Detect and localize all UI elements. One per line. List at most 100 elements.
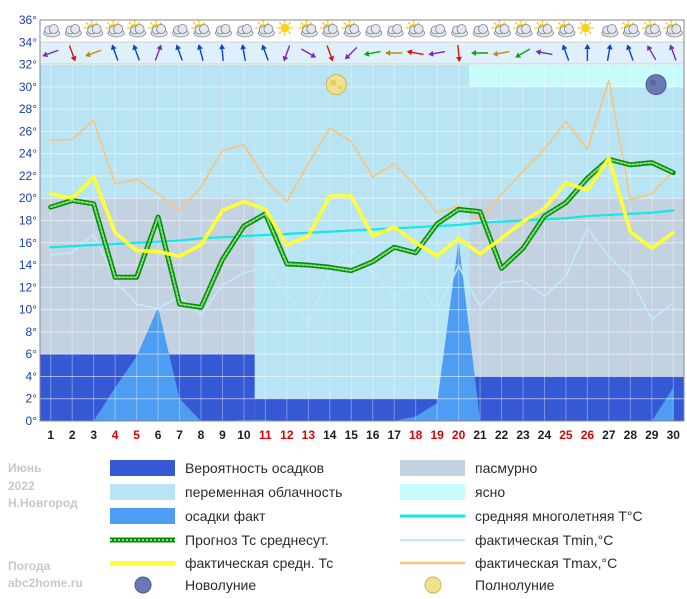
y-tick-label: 12° (19, 280, 37, 294)
x-tick-label: 12 (280, 428, 294, 442)
wind-arrow-icon (626, 44, 634, 61)
new-moon-icon (134, 576, 152, 594)
wind-arrow-icon (219, 44, 226, 62)
wind-arrow-icon (132, 44, 140, 61)
legend-label: осадки факт (185, 508, 266, 524)
wind-head (385, 49, 391, 56)
x-tick-label: 4 (112, 428, 119, 442)
wind-head (175, 44, 181, 51)
sun-cloud-icon (405, 20, 426, 38)
series-tmax (49, 79, 675, 221)
cloudy-icon (64, 24, 82, 38)
moon-markers (325, 74, 667, 96)
legend-label: Новолуние (185, 577, 256, 593)
wind-arrow-icon (515, 48, 531, 58)
sun-ray (85, 21, 89, 25)
wind-arrow-icon (669, 44, 677, 61)
legend-swatch (400, 484, 465, 500)
sun-cloud-icon (641, 20, 662, 38)
sun-ray (330, 21, 334, 25)
series-climate-mean (49, 209, 675, 249)
wind-arrow-icon (471, 50, 489, 57)
cloud-puff (370, 24, 381, 34)
y-tick-label: 0° (26, 414, 38, 428)
sun-icon (276, 20, 293, 36)
wind-head (647, 45, 653, 52)
cloud-puff (306, 24, 317, 34)
sun-ray (94, 21, 98, 25)
wind-arrow-icon (584, 44, 591, 61)
x-tick-label: 11 (259, 428, 272, 442)
x-tick-label: 5 (133, 428, 140, 442)
x-tick-label: 19 (430, 428, 444, 442)
legend-swatch (110, 508, 175, 524)
wind-head (310, 52, 317, 58)
temperature-lines (48, 79, 676, 324)
y-tick-label: 2° (26, 392, 38, 406)
plot-border (39, 19, 685, 422)
legend-label: средняя многолетняя T°C (475, 508, 643, 524)
legend-item-prob: Вероятность осадков (110, 460, 324, 476)
x-tick-label: 25 (559, 428, 573, 442)
y-tick-label: 16° (19, 236, 37, 250)
sun-ray (300, 21, 304, 25)
wind-head (363, 50, 370, 57)
x-tick-label: 17 (388, 428, 402, 442)
moon-crater (338, 85, 343, 90)
legend-item-precip: осадки факт (110, 508, 266, 524)
sun-cloud-icon (663, 20, 683, 38)
x-tick-label: 15 (345, 428, 359, 442)
legend-label: переменная облачность (185, 484, 342, 500)
moon-disc (645, 74, 667, 96)
sun-ray (159, 21, 163, 25)
plot-frame (39, 19, 685, 422)
legend-label: Полнолуние (475, 577, 555, 593)
y-tick-label: 14° (19, 258, 37, 272)
cloud-puff (606, 24, 617, 34)
wind-head (561, 44, 568, 51)
sun-ray (674, 21, 678, 25)
city-label: Н.Новгород (8, 496, 78, 510)
y-tick-label: 26° (19, 124, 37, 138)
cloud-puff (564, 24, 574, 34)
wind-arrow-icon (492, 50, 510, 57)
x-tick-label: 22 (495, 428, 509, 442)
wind-head (197, 44, 203, 50)
wind-head (328, 55, 334, 62)
wind-head (85, 51, 91, 58)
x-tick-label: 9 (219, 428, 226, 442)
x-tick-label: 29 (645, 428, 659, 442)
x-tick-label: 28 (624, 428, 638, 442)
sun-ray (622, 21, 626, 25)
wind-head (219, 44, 226, 50)
series-actual-mean (48, 156, 676, 258)
site-label: Погода (8, 559, 51, 573)
x-tick-label: 26 (581, 428, 595, 442)
y-tick-label: 18° (19, 214, 37, 228)
wind-head (70, 55, 77, 62)
sun-ray (557, 21, 561, 25)
series-forecast-pattern (49, 158, 675, 309)
series-tmin (49, 227, 675, 324)
month-label: Июнь (8, 461, 42, 475)
cloud-puff (327, 24, 338, 34)
cloudy-icon (601, 24, 619, 38)
sun-ray (343, 21, 347, 25)
sun-ray (665, 21, 669, 25)
sun-cloud-icon (534, 20, 554, 38)
sun-ray (652, 21, 656, 25)
x-tick-label: 8 (198, 428, 205, 442)
legend-item-tmin: фактическая Tmin,°C (400, 532, 613, 548)
legend-item-full_moon: Полнолуние (424, 576, 555, 594)
sun-disc (280, 23, 290, 33)
full-moon-icon (424, 576, 442, 594)
wind-arrow-icon (344, 46, 358, 60)
sun-ray (502, 21, 506, 25)
wind-arrow-icon (197, 44, 204, 61)
wind-head (626, 44, 632, 51)
cloudy-icon (451, 24, 469, 38)
x-tick-label: 14 (323, 428, 337, 442)
wind-head (471, 50, 477, 57)
sun-ray (588, 21, 592, 25)
